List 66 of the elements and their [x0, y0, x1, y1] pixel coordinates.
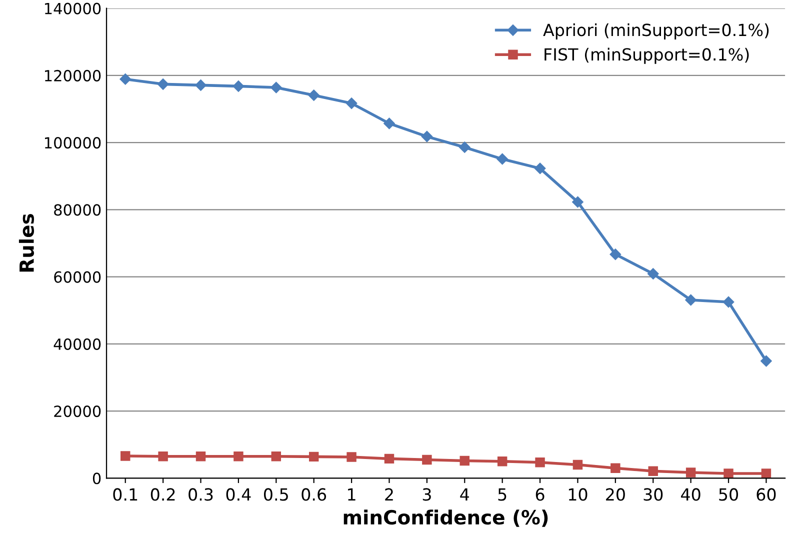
point — [648, 466, 658, 476]
x-tick-label: 40 — [681, 488, 700, 501]
point — [572, 196, 584, 208]
x-tick-label: 2 — [385, 488, 393, 501]
x-tick-label: 0.4 — [226, 488, 251, 501]
point — [459, 142, 470, 153]
point — [535, 458, 545, 468]
y-tick-label: 100000 — [45, 137, 101, 149]
y-tick-label: 60000 — [54, 271, 101, 283]
point — [421, 130, 433, 142]
legend-label: Apriori (minSupport=0.1%) — [543, 23, 769, 40]
x-tick-label: 50 — [719, 488, 738, 501]
point — [610, 248, 622, 260]
x-axis-title: minConfidence (%) — [344, 510, 548, 527]
point — [722, 296, 734, 308]
point — [384, 118, 395, 130]
point — [158, 451, 168, 462]
point — [685, 294, 696, 306]
point — [120, 451, 130, 461]
x-tick-label: 10 — [568, 488, 588, 501]
point — [761, 468, 772, 478]
x-tick-label: 0.1 — [113, 488, 138, 501]
x-tick-label: 0.6 — [302, 488, 326, 501]
x-tick-label: 1 — [348, 488, 356, 501]
point — [610, 463, 620, 473]
point — [157, 78, 169, 90]
y-tick-label: 140000 — [45, 2, 101, 14]
point — [271, 451, 282, 462]
point — [422, 454, 432, 465]
point — [232, 80, 244, 92]
y-tick-label: 20000 — [54, 406, 101, 418]
point — [346, 452, 356, 462]
point — [196, 451, 206, 462]
y-tick-label: 80000 — [54, 204, 101, 216]
x-tick-label: 30 — [644, 488, 663, 501]
point — [346, 98, 358, 109]
x-tick-label: 20 — [606, 488, 625, 501]
legend-label: FIST (minSupport=0.1%) — [544, 48, 749, 64]
x-tick-label: 4 — [460, 488, 469, 501]
x-tick-label: 0.5 — [264, 488, 288, 501]
point — [270, 82, 282, 94]
point — [384, 454, 394, 464]
point — [648, 268, 659, 280]
point — [308, 452, 319, 462]
point — [760, 355, 772, 367]
point — [308, 90, 320, 101]
x-tick-label: 60 — [756, 488, 776, 501]
x-tick-label: 5 — [498, 488, 506, 501]
y-tick-label: 0 — [92, 472, 101, 484]
point — [497, 456, 508, 466]
x-tick-label: 0.2 — [150, 488, 175, 501]
point — [460, 456, 470, 466]
y-axis-title: Rules — [18, 214, 34, 272]
x-tick-label: 3 — [422, 488, 431, 501]
point — [496, 153, 508, 165]
point — [120, 74, 131, 85]
point — [686, 468, 696, 478]
x-tick-label: 0.3 — [188, 488, 213, 501]
point — [534, 162, 546, 174]
x-tick-label: 6 — [536, 488, 544, 501]
point — [724, 468, 734, 478]
point — [572, 460, 583, 470]
point — [234, 451, 244, 462]
point — [195, 80, 206, 91]
y-tick-label: 40000 — [54, 338, 101, 350]
y-tick-label: 120000 — [45, 70, 101, 82]
